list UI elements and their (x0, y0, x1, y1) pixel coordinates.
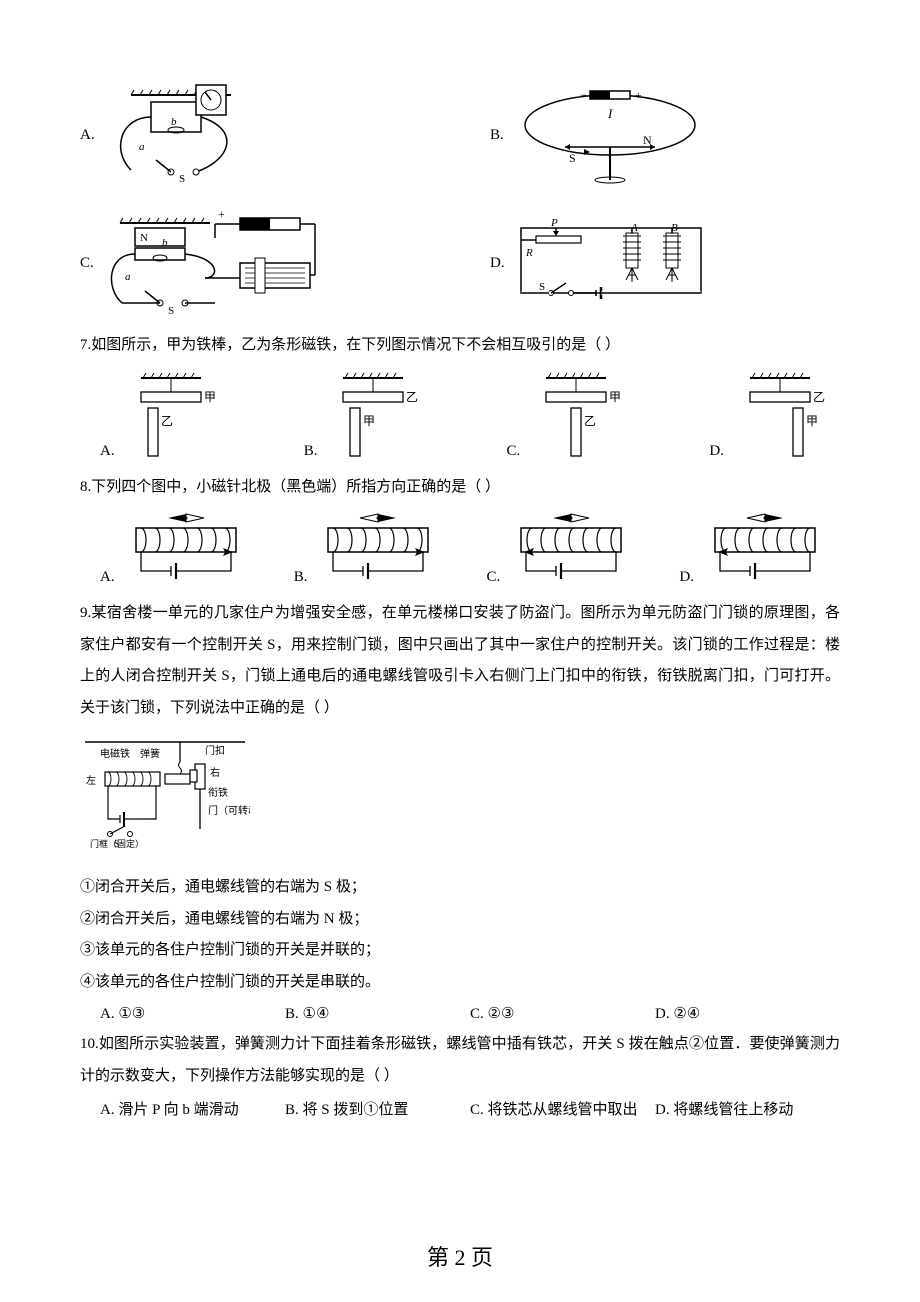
q7-option-c: C. 甲 乙 (507, 370, 627, 460)
q6-fig-c: N − + a b S (100, 208, 320, 318)
q10-text: 10.如图所示实验装置，弹簧测力计下面挂着条形磁铁，螺线管中插有铁芯，开关 S … (80, 1029, 840, 1092)
q9-figure-wrap: 弹簧 电磁铁 门扣 左 右 衔铁 门（可转动） S 门框（固定） (80, 734, 840, 854)
q9-item-1: ①闭合开关后，通电螺线管的右端为 S 极； (80, 872, 840, 904)
q6-b-label: B. (490, 127, 504, 144)
q6-a-label: A. (80, 127, 95, 144)
q6-fig-b: − + I S N (510, 85, 710, 185)
q7-fig-c: 甲 乙 (526, 370, 626, 460)
q6-option-b: B. − + I S N (490, 80, 840, 190)
q9-opt-d: D. ②④ (655, 1004, 840, 1023)
svg-text:门扣: 门扣 (205, 744, 225, 757)
svg-text:乙: 乙 (584, 414, 596, 428)
q6-fig-a: a b S (101, 80, 261, 190)
q7-d-label: D. (709, 443, 724, 460)
q7-a-label: A. (100, 443, 115, 460)
q8-option-d: D. (679, 511, 830, 586)
svg-text:甲: 甲 (363, 414, 375, 428)
svg-text:S: S (539, 281, 545, 293)
q6-fig-d: P R S A B (511, 218, 711, 308)
q9-opt-c: C. ②③ (470, 1004, 655, 1023)
q7-fig-b: 乙 甲 (323, 370, 423, 460)
q7-option-d: D. 乙 甲 (709, 370, 830, 460)
svg-text:R: R (525, 247, 533, 259)
svg-text:+: + (635, 88, 642, 102)
q9-item-3: ③该单元的各住户控制门锁的开关是并联的； (80, 935, 840, 967)
q7-fig-a: 甲 乙 (121, 370, 221, 460)
svg-text:S: S (179, 173, 185, 185)
q10-opt-c: C. 将铁芯从螺线管中取出 (470, 1098, 655, 1119)
svg-text:左: 左 (86, 774, 96, 787)
q6-option-c: C. N − + a b S (80, 208, 430, 318)
svg-text:甲: 甲 (609, 390, 621, 404)
q7-option-a: A. 甲 乙 (100, 370, 221, 460)
svg-text:−: − (580, 88, 587, 102)
q6-c-label: C. (80, 255, 94, 272)
q8-fig-a (121, 511, 251, 586)
svg-text:+: + (218, 208, 225, 221)
q7-text: 7.如图所示，甲为铁棒，乙为条形磁铁，在下列图示情况下不会相互吸引的是（ ） (80, 330, 840, 362)
svg-text:电磁铁: 电磁铁 (100, 747, 130, 760)
q8-d-label: D. (679, 569, 694, 586)
svg-text:N: N (643, 133, 652, 147)
svg-text:乙: 乙 (161, 414, 173, 428)
q9-opt-b: B. ①④ (285, 1004, 470, 1023)
q10-options: A. 滑片 P 向 b 端滑动 B. 将 S 拨到①位置 C. 将铁芯从螺线管中… (80, 1098, 840, 1119)
svg-text:A: A (630, 222, 638, 234)
q8-fig-b (313, 511, 443, 586)
svg-text:衔铁: 衔铁 (208, 786, 228, 799)
svg-text:右: 右 (210, 766, 220, 779)
q9-opt-a: A. ①③ (100, 1004, 285, 1023)
svg-text:甲: 甲 (204, 390, 216, 404)
q6-option-d: D. P R S A B (490, 208, 840, 318)
q9-options: A. ①③ B. ①④ C. ②③ D. ②④ (80, 1004, 840, 1023)
q8-c-label: C. (487, 569, 501, 586)
svg-text:乙: 乙 (813, 390, 825, 404)
svg-text:N: N (140, 232, 148, 244)
q10-opt-a: A. 滑片 P 向 b 端滑动 (100, 1098, 285, 1119)
q6-option-a: A. a b S (80, 80, 430, 190)
svg-text:门框（固定）: 门框（固定） (90, 838, 144, 849)
svg-text:I: I (607, 106, 613, 121)
page-footer: 第 2 页 (0, 1240, 920, 1272)
q9-text: 9.某宿舍楼一单元的几家住户为增强安全感，在单元楼梯口安装了防盗门。图所示为单元… (80, 598, 840, 724)
svg-text:门（可转动）: 门（可转动） (208, 804, 250, 817)
q7-b-label: B. (304, 443, 318, 460)
q8-fig-c (506, 511, 636, 586)
q8-b-label: B. (294, 569, 308, 586)
q9-item-2: ②闭合开关后，通电螺线管的右端为 N 极； (80, 904, 840, 936)
q8-option-c: C. (487, 511, 637, 586)
q7-c-label: C. (507, 443, 521, 460)
q10-opt-d: D. 将螺线管往上移动 (655, 1098, 840, 1119)
q7-option-b: B. 乙 甲 (304, 370, 424, 460)
svg-text:b: b (171, 116, 177, 128)
q9-fig: 弹簧 电磁铁 门扣 左 右 衔铁 门（可转动） S 门框（固定） (80, 734, 250, 854)
q8-fig-d (700, 511, 830, 586)
q6-d-label: D. (490, 255, 505, 272)
q9-item-4: ④该单元的各住户控制门锁的开关是串联的。 (80, 967, 840, 999)
q8-option-a: A. (100, 511, 251, 586)
svg-text:S: S (569, 151, 576, 165)
q8-a-label: A. (100, 569, 115, 586)
svg-text:P: P (550, 218, 558, 229)
svg-text:甲: 甲 (806, 414, 818, 428)
svg-text:a: a (139, 141, 145, 153)
svg-text:b: b (162, 237, 168, 249)
q7-fig-d: 乙 甲 (730, 370, 830, 460)
q6-options-grid: A. a b S B. − + I (80, 80, 840, 318)
svg-text:弹簧: 弹簧 (140, 747, 160, 760)
q8-options: A. B. (80, 511, 840, 586)
q8-option-b: B. (294, 511, 444, 586)
svg-text:乙: 乙 (406, 390, 418, 404)
svg-text:a: a (125, 271, 131, 283)
q10-opt-b: B. 将 S 拨到①位置 (285, 1098, 470, 1119)
q7-options: A. 甲 乙 B. 乙 甲 C. 甲 (80, 370, 840, 460)
svg-text:S: S (168, 305, 174, 317)
q8-text: 8.下列四个图中，小磁针北极（黑色端）所指方向正确的是（ ） (80, 472, 840, 504)
